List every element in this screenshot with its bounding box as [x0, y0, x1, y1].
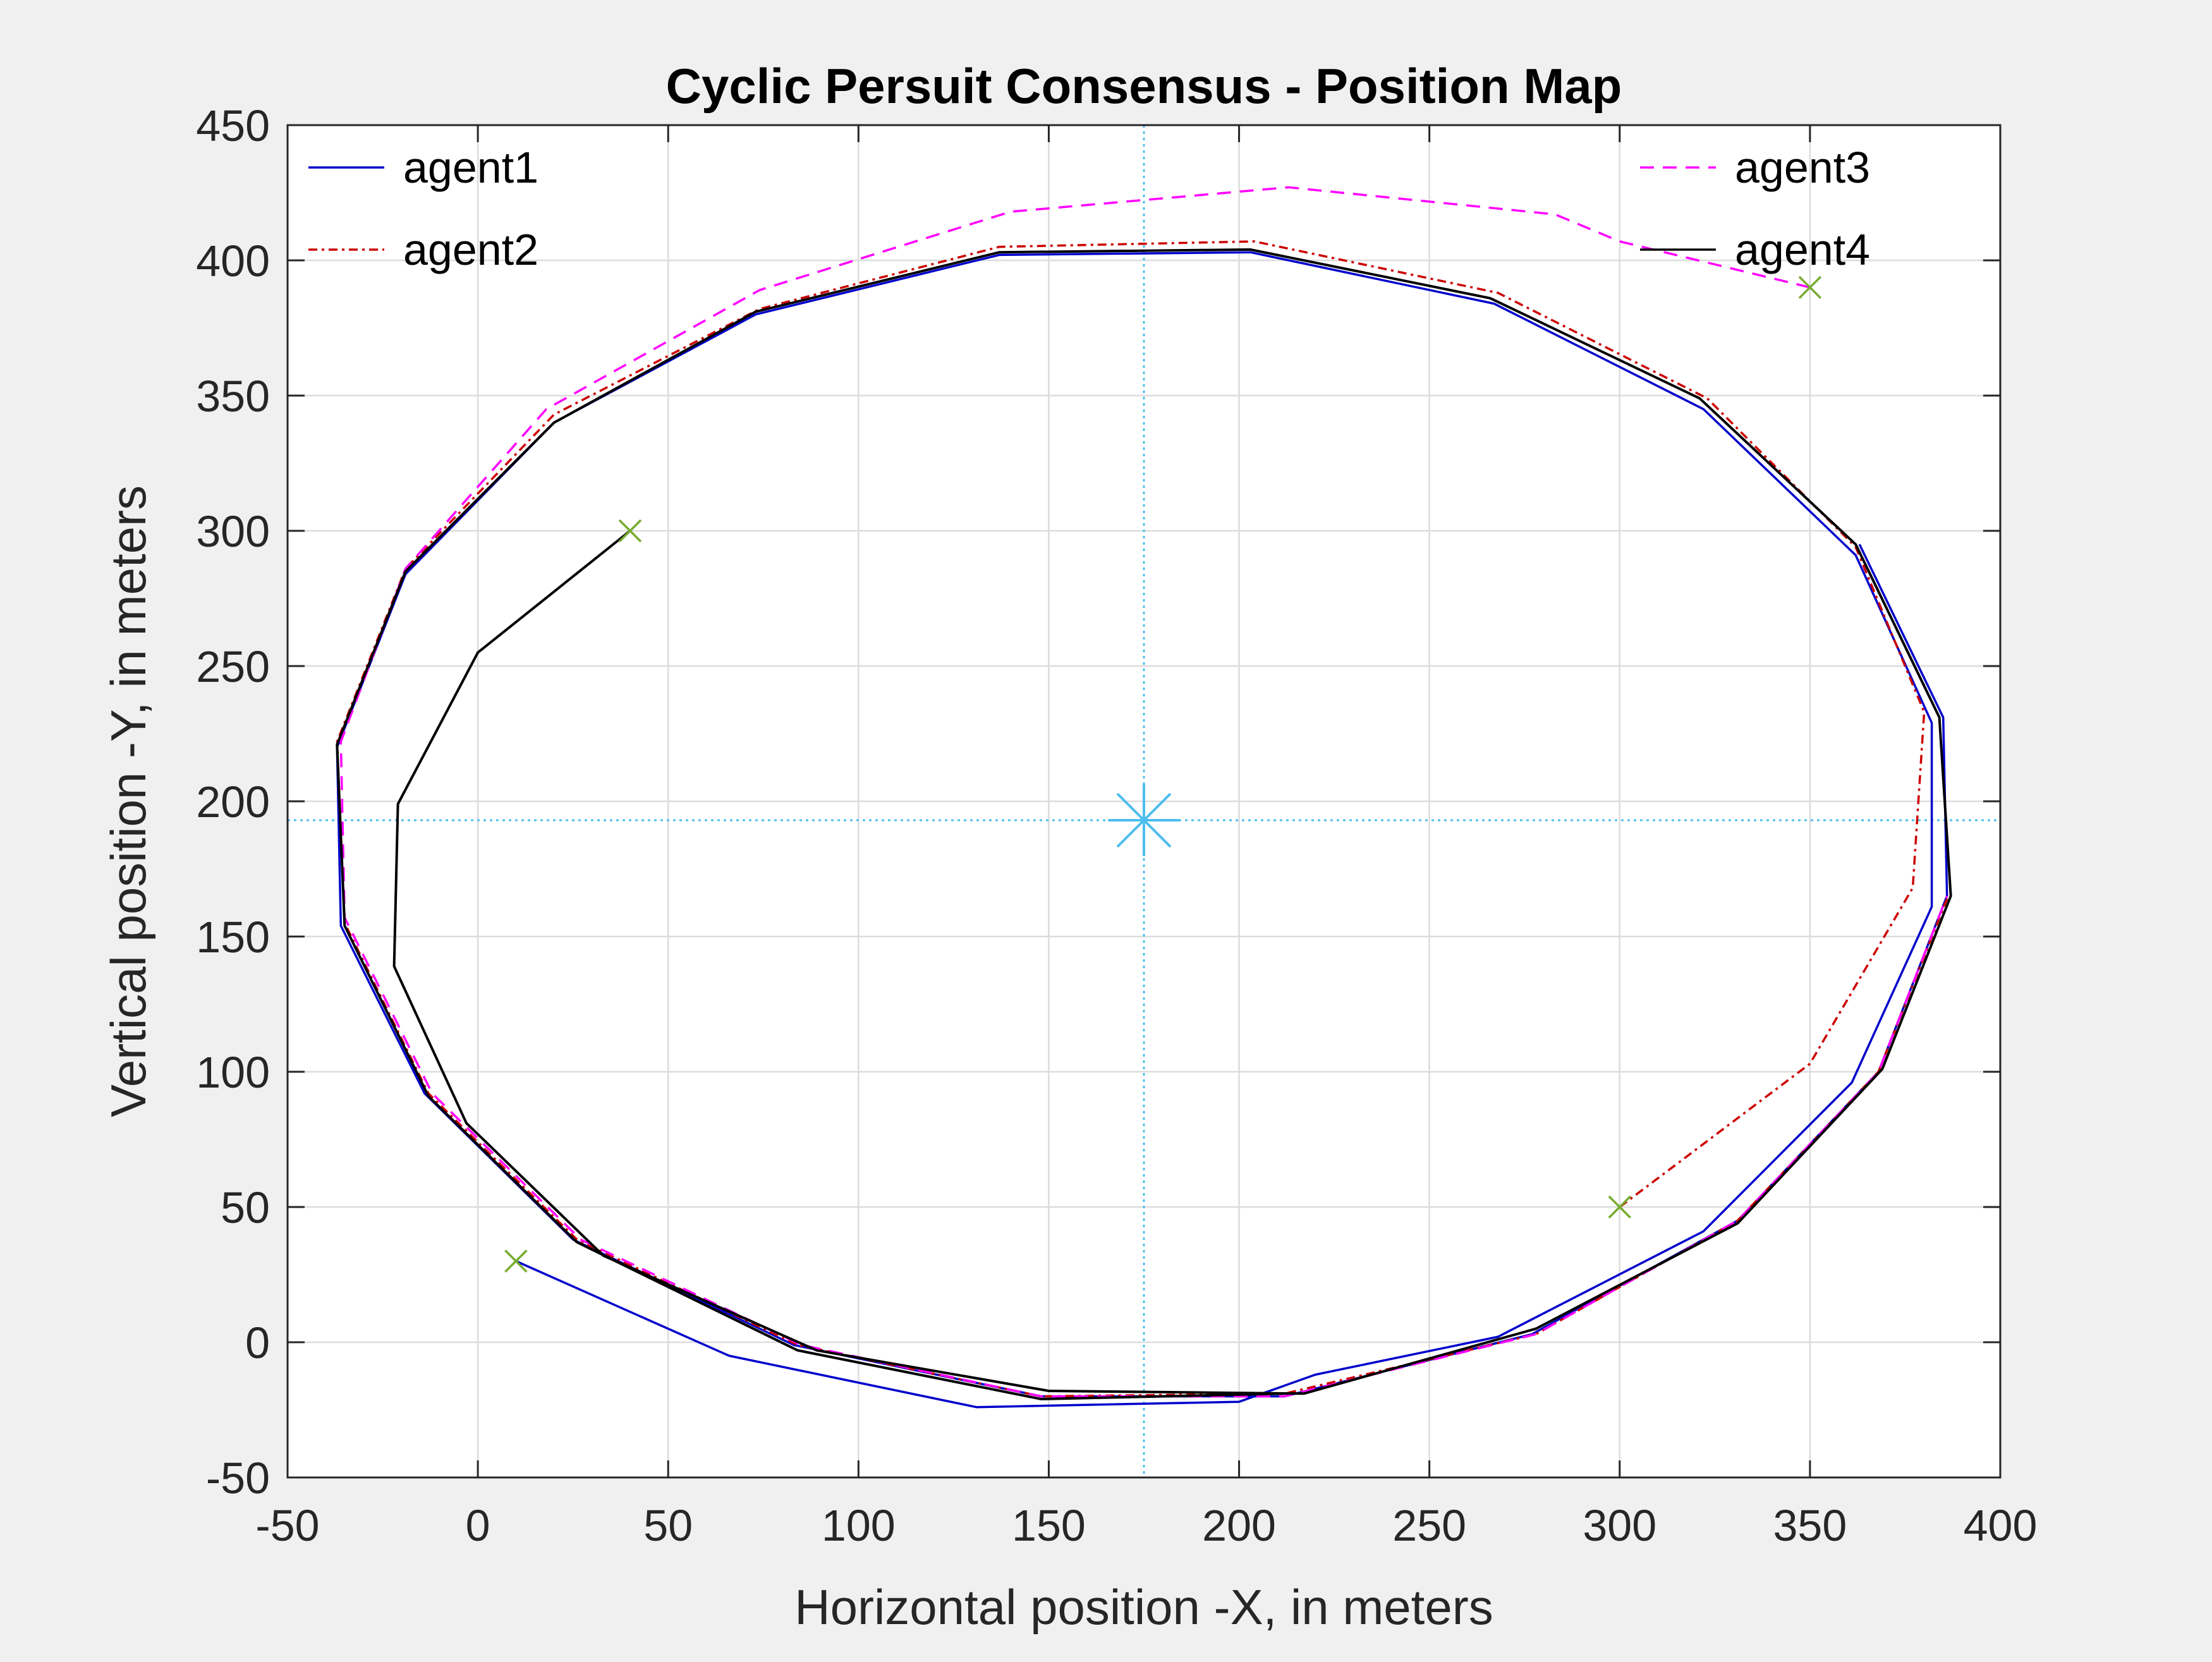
y-tick-label: 450	[196, 101, 270, 150]
x-tick-label: 150	[1012, 1501, 1086, 1550]
legend-label-agent3: agent3	[1735, 143, 1870, 192]
legend-item-agent2: agent2	[308, 225, 538, 274]
legend-label-agent4: agent4	[1735, 225, 1870, 274]
start-marker-stroke	[1608, 1195, 1632, 1219]
y-tick-label: 350	[196, 372, 270, 421]
legend-item-agent1: agent1	[308, 143, 538, 192]
x-tick-label: 0	[466, 1501, 490, 1550]
y-tick-label: 400	[196, 236, 270, 286]
y-axis-label: Vertical position -Y, in meters	[100, 485, 156, 1117]
y-tick-label: 150	[196, 913, 270, 962]
x-tick-label: 350	[1773, 1501, 1847, 1550]
start-point-marker	[504, 1249, 528, 1273]
y-tick-label: 0	[245, 1318, 270, 1368]
start-point-marker	[618, 519, 642, 543]
legend-item-agent4: agent4	[1640, 225, 1870, 274]
legend-label-agent2: agent2	[403, 225, 538, 274]
x-tick-label: 300	[1583, 1501, 1656, 1550]
start-point-marker	[1608, 1195, 1632, 1219]
y-tick-label: 50	[221, 1183, 270, 1232]
chart-title: Cyclic Persuit Consensus - Position Map	[666, 58, 1622, 114]
y-tick-label: 300	[196, 507, 270, 556]
x-tick-label: 250	[1392, 1501, 1466, 1550]
x-tick-label: 200	[1202, 1501, 1276, 1550]
x-tick-label: 400	[1964, 1501, 2038, 1550]
y-tick-label: 200	[196, 777, 270, 827]
y-tick-label: 250	[196, 642, 270, 691]
series-layer	[336, 186, 1952, 1409]
legend-label-agent1: agent1	[403, 143, 538, 192]
start-marker-stroke	[618, 519, 642, 543]
legend-item-agent3: agent3	[1640, 143, 1870, 192]
tick-labels: -50 0 50 100 150 200 250 300 350 400 -50 0 50 100 150 2…	[196, 101, 2037, 1550]
y-tick-label: -50	[206, 1453, 270, 1503]
centroid-crosshair	[288, 125, 2000, 1477]
legend: agent1 agent2 agent3 agent4	[308, 143, 1870, 274]
y-tick-label: 100	[196, 1048, 270, 1097]
start-markers	[504, 276, 1822, 1273]
series-line-agent2	[336, 240, 1948, 1398]
start-marker-stroke	[1798, 276, 1822, 300]
ticks	[286, 124, 2002, 1479]
x-tick-label: -50	[255, 1501, 319, 1550]
series-line-agent4	[336, 248, 1952, 1400]
x-tick-label: 50	[643, 1501, 693, 1550]
start-point-marker	[1798, 276, 1822, 300]
x-tick-label: 100	[822, 1501, 896, 1550]
x-axis-label: Horizontal position -X, in meters	[794, 1579, 1493, 1635]
start-marker-stroke	[504, 1249, 528, 1273]
